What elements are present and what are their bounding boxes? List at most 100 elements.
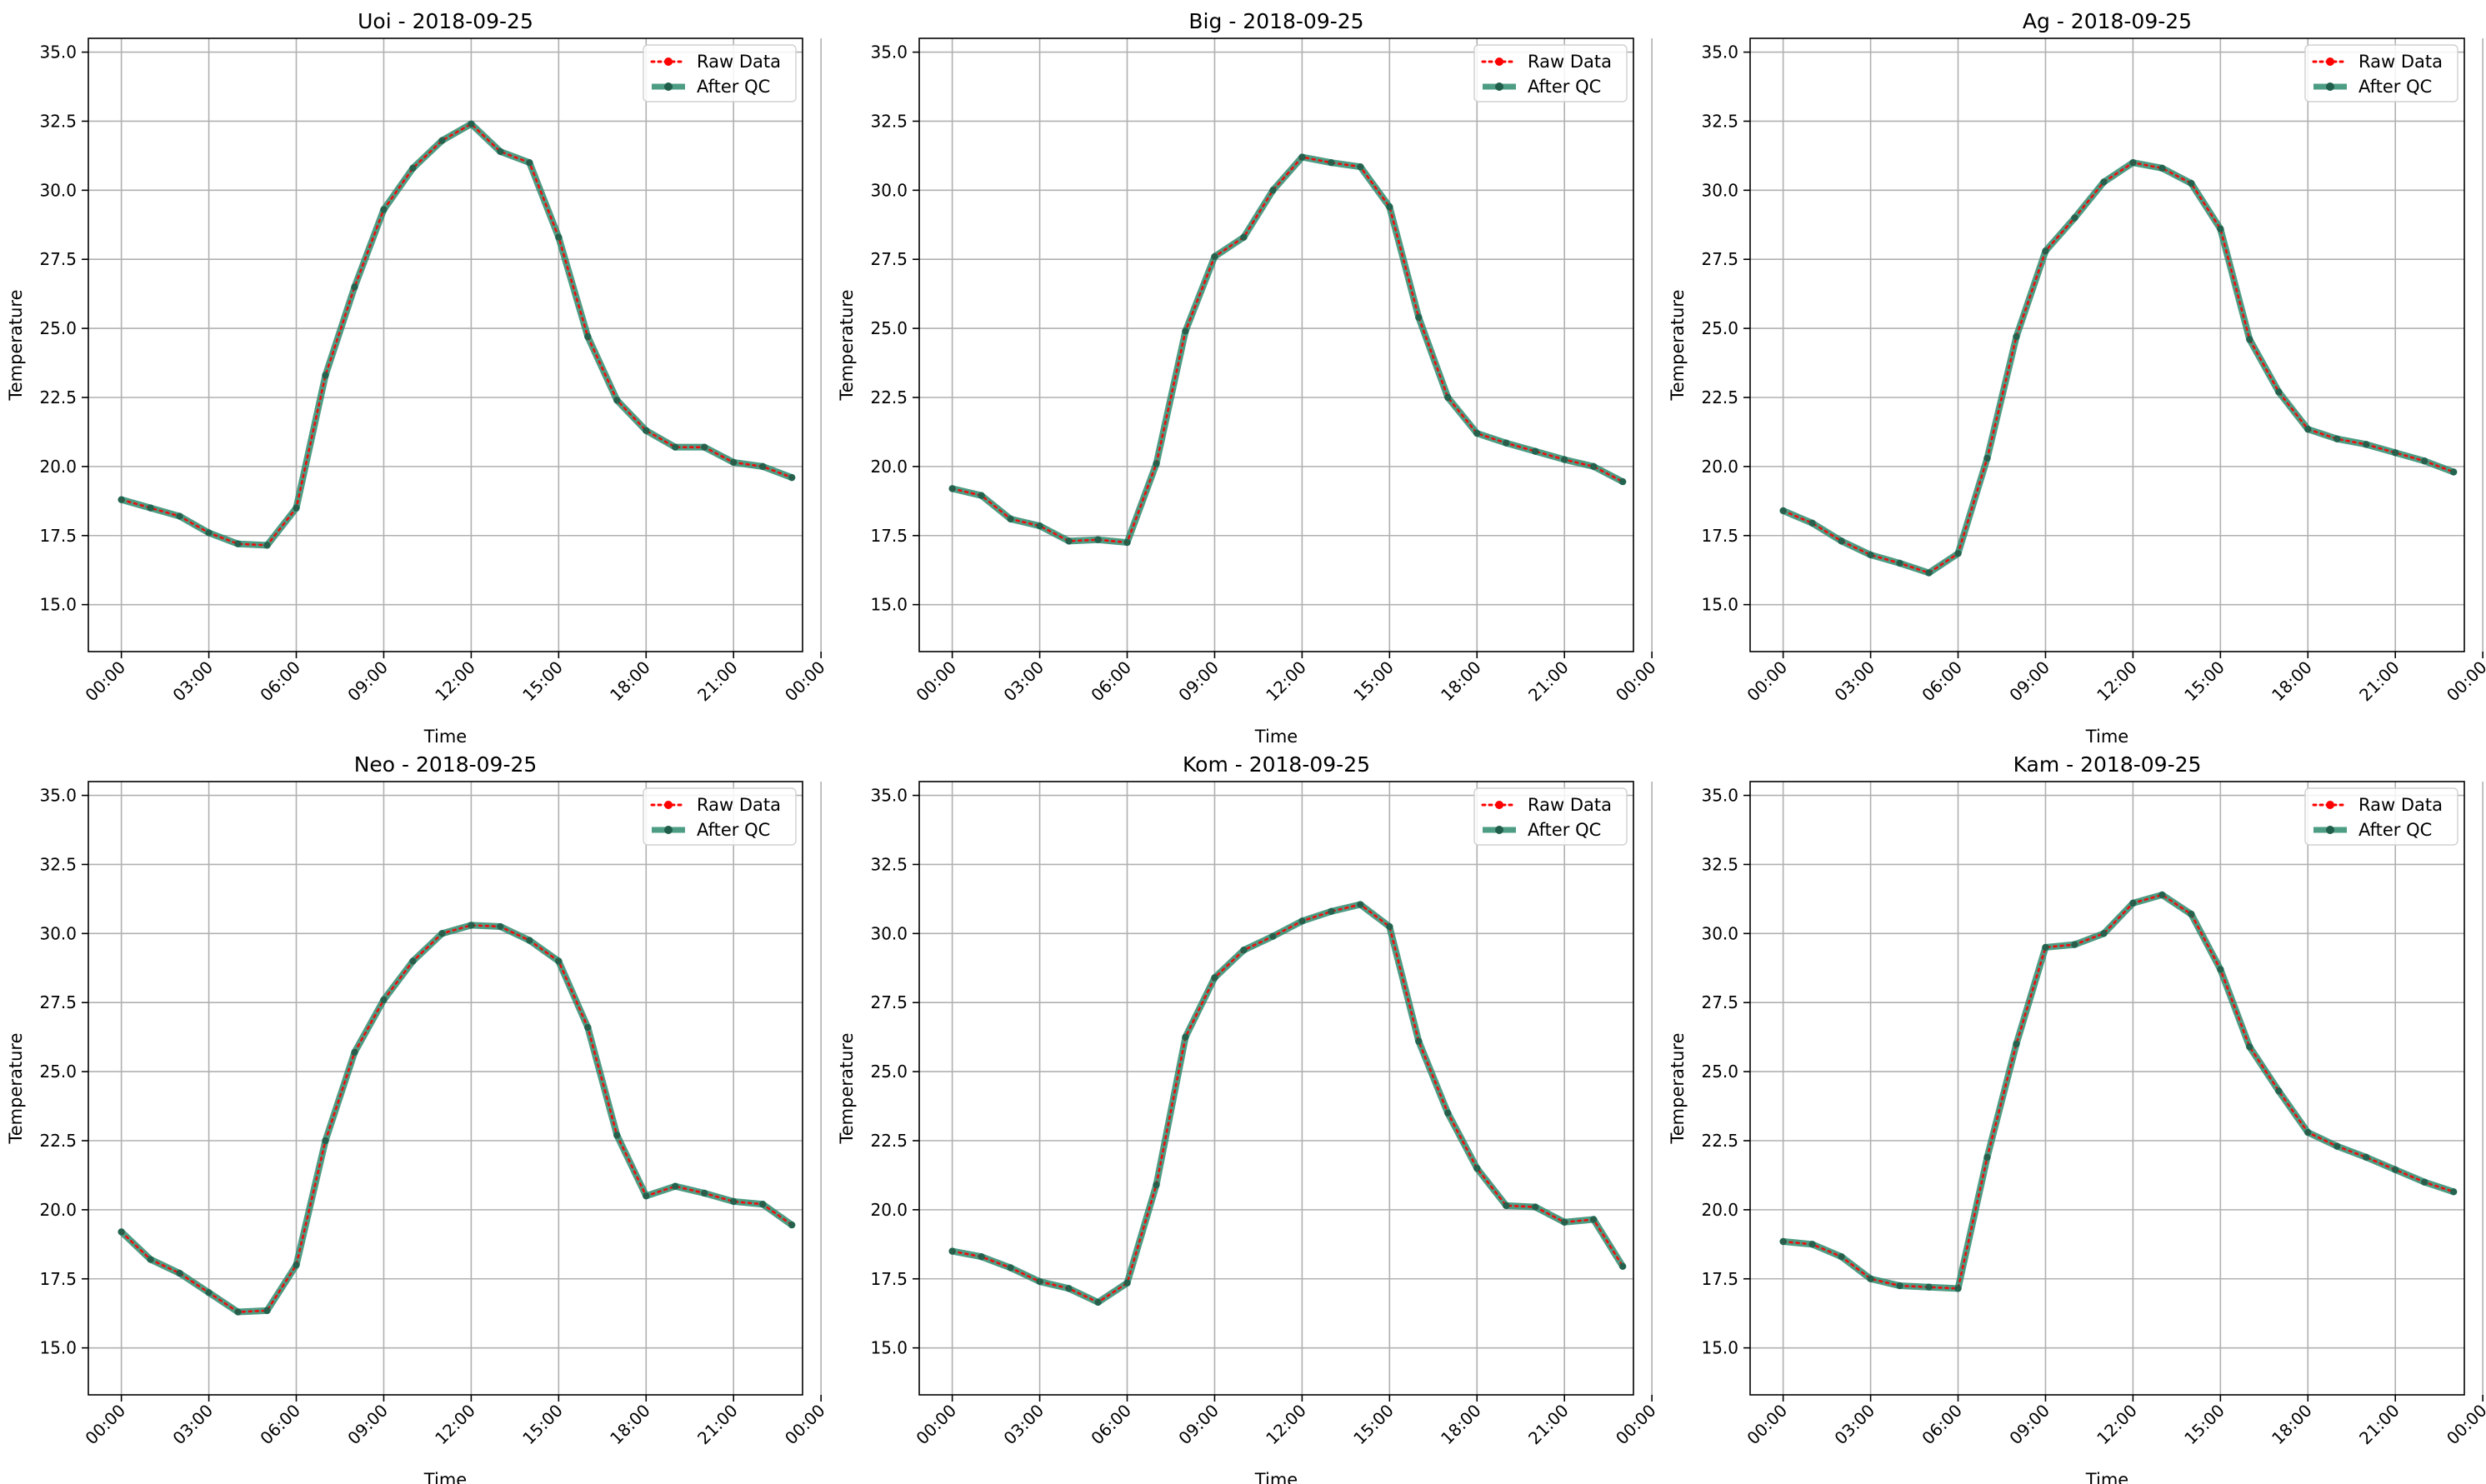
data-point xyxy=(2100,178,2108,186)
data-point xyxy=(1532,1203,1539,1211)
data-point xyxy=(555,957,563,965)
series-after-qc-line xyxy=(948,901,1627,1306)
data-point xyxy=(2158,164,2166,172)
legend-label-after-qc: After QC xyxy=(697,77,770,97)
data-point xyxy=(2392,1166,2399,1174)
data-point xyxy=(1779,1237,1787,1246)
data-point xyxy=(409,164,417,172)
gridlines xyxy=(919,782,1653,1395)
data-point xyxy=(1473,429,1481,437)
legend-after-qc-marker xyxy=(664,82,673,91)
data-point xyxy=(2246,336,2253,343)
data-point xyxy=(2129,899,2137,907)
y-tick-label: 30.0 xyxy=(1701,923,1738,943)
data-point xyxy=(2188,179,2195,187)
y-tick-label: 17.5 xyxy=(39,526,77,546)
series-after-qc-line xyxy=(948,153,1627,547)
x-tick-label: 18:00 xyxy=(606,1401,654,1449)
data-point xyxy=(2275,1087,2283,1095)
data-point xyxy=(176,512,183,520)
data-point xyxy=(1240,947,1248,954)
series-raw-data-line xyxy=(120,122,793,547)
legend: Raw Data After QC xyxy=(2304,787,2458,846)
series-raw-data-line xyxy=(951,903,1624,1304)
data-point xyxy=(1269,932,1277,940)
data-point xyxy=(1983,1153,1991,1162)
data-point xyxy=(351,283,358,291)
x-tick-label: 15:00 xyxy=(2180,657,2228,706)
data-point xyxy=(1896,559,1903,567)
x-tick-label: 15:00 xyxy=(518,657,567,706)
data-point xyxy=(1415,313,1423,322)
data-point xyxy=(672,443,679,451)
data-point xyxy=(380,996,388,1004)
data-point xyxy=(1153,1181,1160,1189)
data-point xyxy=(468,120,475,127)
y-tick-label: 15.0 xyxy=(39,1338,77,1358)
series-raw-data-line xyxy=(951,156,1624,544)
subplot-3: 00:00 03:00 06:00 09:00 12:00 15:00 18:00 21:00… xyxy=(6,752,829,1484)
data-point xyxy=(1808,1241,1816,1248)
x-tick-label: 03:00 xyxy=(1830,657,1878,706)
x-tick-label: 09:00 xyxy=(343,657,392,706)
data-point xyxy=(2217,225,2224,232)
data-point xyxy=(2071,214,2078,222)
y-tick-label: 35.0 xyxy=(39,786,77,806)
legend-after-qc-marker xyxy=(1495,826,1503,834)
y-tick-label: 17.5 xyxy=(870,526,908,546)
data-point xyxy=(1153,460,1160,467)
data-point xyxy=(1094,1298,1102,1307)
data-point xyxy=(613,1132,621,1139)
data-point xyxy=(2100,930,2108,937)
data-point xyxy=(758,462,767,471)
x-tick-label: 12:00 xyxy=(2093,657,2141,706)
data-point xyxy=(468,922,475,929)
data-point xyxy=(1618,477,1627,486)
data-point xyxy=(1328,158,1335,167)
axes-frame xyxy=(88,37,803,652)
y-tick-label: 15.0 xyxy=(870,1338,908,1358)
x-tick-label: 09:00 xyxy=(2005,657,2053,706)
x-tick-label: 06:00 xyxy=(1087,657,1135,706)
y-tick-label: 20.0 xyxy=(1701,1200,1738,1220)
chart-title: Neo - 2018-09-25 xyxy=(354,752,538,777)
y-tick-label: 22.5 xyxy=(1701,1131,1738,1151)
chart-title: Ag - 2018-09-25 xyxy=(2023,9,2192,33)
data-point xyxy=(234,1308,242,1316)
data-point xyxy=(1561,1218,1568,1226)
legend-label-raw-data: Raw Data xyxy=(1528,795,1612,815)
legend: Raw Data After QC xyxy=(1473,44,1628,102)
data-point xyxy=(672,1182,679,1190)
data-point xyxy=(584,332,592,341)
data-point xyxy=(263,1307,271,1315)
y-tick-label: 27.5 xyxy=(870,992,908,1012)
data-point xyxy=(2304,1128,2312,1137)
legend-after-qc-marker xyxy=(2326,826,2334,834)
data-point xyxy=(1618,1262,1627,1271)
data-point xyxy=(293,504,300,512)
data-point xyxy=(788,473,796,482)
data-point xyxy=(2188,910,2195,918)
data-point xyxy=(1211,974,1218,982)
x-tick-label: 00:00 xyxy=(1743,1401,1791,1449)
data-point xyxy=(2217,966,2224,973)
data-point xyxy=(643,1192,650,1200)
x-tick-label: 00:00 xyxy=(781,1401,829,1449)
y-tick-label: 15.0 xyxy=(39,595,77,615)
y-tick-label: 15.0 xyxy=(1701,1338,1738,1358)
y-tick-label: 30.0 xyxy=(870,923,908,943)
data-point xyxy=(1269,187,1277,194)
data-point xyxy=(2042,943,2049,952)
legend-label-raw-data: Raw Data xyxy=(697,795,781,815)
legend-label-raw-data: Raw Data xyxy=(1528,52,1612,72)
data-point xyxy=(948,485,956,492)
data-point xyxy=(351,1048,358,1057)
data-point xyxy=(380,206,388,213)
y-tick-label: 27.5 xyxy=(39,992,77,1012)
data-point xyxy=(2420,457,2428,465)
legend-raw-data-marker xyxy=(1495,57,1503,66)
data-point xyxy=(2129,158,2137,167)
x-tick-label: 15:00 xyxy=(1349,1401,1398,1449)
data-point xyxy=(1925,569,1933,577)
data-point xyxy=(2363,441,2370,448)
